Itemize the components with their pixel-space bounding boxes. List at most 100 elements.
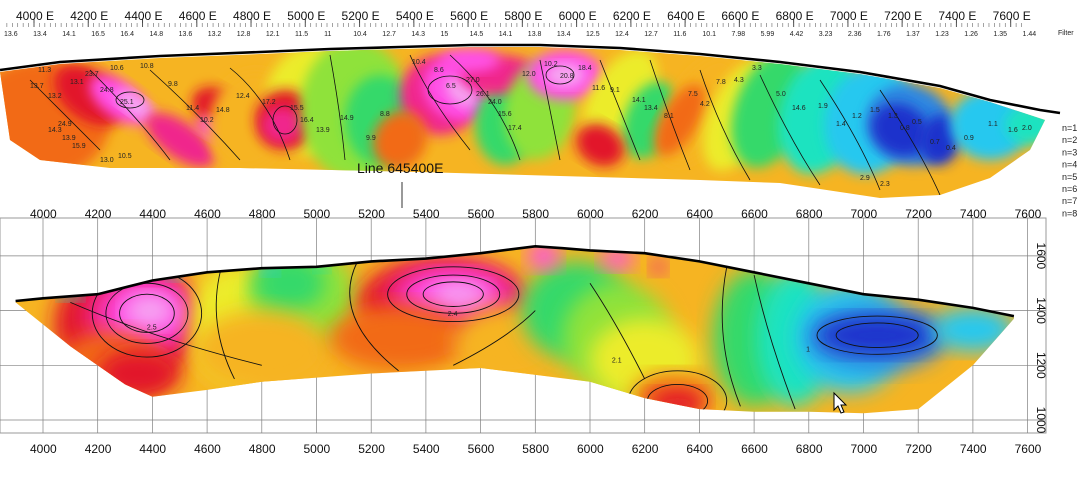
- pseudosection-cell-values: 11.3 13.7 13.2 13.1 10.6 23.7 24.8 25.1 24.914.3…: [30, 59, 1032, 188]
- inversion-x-tick-label-bottom: 6400: [686, 442, 713, 456]
- pseudosection-x-tick-label: 4600 E: [179, 9, 217, 23]
- pseudosection-cell-value: 8.8: [380, 111, 390, 118]
- pseudosection-cell-value: 2.0: [1022, 125, 1032, 132]
- pseudosection-cell-value: 13.2: [48, 93, 62, 100]
- filter-values: 13.6 13.4 14.1 16.5 16.4 14.8 13.6 13.2 12.8 12.1…: [4, 31, 1036, 38]
- pseudosection-zone: [545, 63, 585, 87]
- pseudosection-cell-value: 1.5: [870, 107, 880, 114]
- filter-value: 1.37: [906, 31, 920, 38]
- inversion-zone: [650, 258, 667, 276]
- inversion-zone: [253, 255, 325, 311]
- pseudosection-zone: [440, 48, 500, 72]
- pseudosection-cell-value: 10.2: [200, 117, 214, 124]
- pseudosection-x-tick-label: 4400 E: [125, 9, 163, 23]
- depth-level-label: n=1: [1062, 123, 1077, 133]
- pseudosection-contour-line: [409, 54, 471, 151]
- pseudosection-cell-value: 0.9: [964, 135, 974, 142]
- pseudosection-x-tick-label: 4000 E: [16, 9, 54, 23]
- inversion-elevation-tick-label: 1400: [1034, 297, 1048, 324]
- pseudosection-cell-value: 1.3: [888, 113, 898, 120]
- inversion-x-tick-label-top: 7200: [905, 207, 932, 221]
- depth-level-label: n=5: [1062, 172, 1077, 182]
- inversion-contour-line: [753, 274, 796, 410]
- inversion-x-tick-label-top: 6400: [686, 207, 713, 221]
- inversion-x-tick-label-top: 5400: [413, 207, 440, 221]
- filter-value: 12.5: [586, 31, 600, 38]
- inversion-x-tick-label-bottom: 4800: [249, 442, 276, 456]
- pseudosection-cell-value: 15.9: [72, 143, 86, 150]
- pseudosection-cell-value: 9.9: [366, 135, 376, 142]
- pseudosection-contour-line: [329, 54, 346, 161]
- pseudosection-cell-value: 10.6: [110, 65, 124, 72]
- pseudosection-cell-value: 13.0: [100, 157, 114, 164]
- depth-level-label: n=2: [1062, 135, 1077, 145]
- pseudosection-cell-value: 8.6: [434, 67, 444, 74]
- filter-value: 15: [441, 31, 449, 38]
- pseudosection-cell-value: 1.2: [852, 113, 862, 120]
- inversion-contour-ring: [119, 293, 175, 333]
- pseudosection-contour-ring: [545, 65, 575, 85]
- filter-value: 16.4: [120, 31, 134, 38]
- pseudosection-cell-value: 12.0: [522, 71, 536, 78]
- pseudosection-contour-line: [89, 69, 171, 161]
- filter-value: 13.8: [528, 31, 542, 38]
- filter-value: 13.2: [208, 31, 222, 38]
- pseudosection-cell-value: 1.6: [1008, 127, 1018, 134]
- inversion-contour-labels: 2.5 2.4 2.1 1: [147, 311, 810, 364]
- inversion-zone: [431, 281, 487, 307]
- inversion-elevation-tick-label: 1600: [1034, 243, 1048, 270]
- pseudosection-zone: [576, 123, 624, 167]
- pseudosection-cell-value: 17.4: [508, 125, 522, 132]
- filter-value: 14.1: [62, 31, 76, 38]
- pseudosection-cell-value: 13.9: [62, 135, 76, 142]
- pseudosection-cell-value: 11.3: [38, 67, 51, 74]
- pseudosection-cell-value: 24.9: [58, 121, 72, 128]
- inversion-x-tick-label-bottom: 7600: [1015, 442, 1042, 456]
- pseudosection-zone: [654, 84, 706, 156]
- inversion-contour-line: [453, 310, 536, 366]
- inversion-contour-value: 2.4: [448, 311, 458, 318]
- pseudosection-cell-value: 13.4: [644, 105, 658, 112]
- pseudosection-cell-value: 11.4: [186, 105, 199, 112]
- filter-value: 10.4: [353, 31, 367, 38]
- pseudosection-cell-value: 9.1: [610, 87, 620, 94]
- pseudosection-cell-value: 1.4: [836, 121, 846, 128]
- pseudosection-cell-value: 7.5: [688, 91, 698, 98]
- inversion-x-tick-label-bottom: 4200: [85, 442, 112, 456]
- inversion-x-tick-label-top: 7000: [851, 207, 878, 221]
- filter-value: 3.23: [819, 31, 833, 38]
- filter-value: 11: [324, 31, 331, 38]
- pseudosection-x-tick-label: 4800 E: [233, 9, 271, 23]
- pseudosection-cell-value: 4.3: [734, 77, 744, 84]
- pseudosection-cell-value: 24.8: [100, 87, 114, 94]
- inversion-contour-line: [349, 261, 399, 372]
- pseudosection-contour-line: [649, 59, 691, 171]
- inversion-x-tick-label-top: 4200: [85, 207, 112, 221]
- inversion-elevation-tick-label: 1200: [1034, 352, 1048, 379]
- inversion-elevation-axis: 1600 1400 1200 1000: [1034, 243, 1048, 434]
- filter-value: 13.6: [4, 31, 18, 38]
- depth-level-label: n=6: [1062, 184, 1077, 194]
- depth-level-label: n=3: [1062, 147, 1077, 157]
- pseudosection-x-tick-label: 5200 E: [342, 9, 380, 23]
- inversion-x-tick-label-bottom: 4600: [194, 442, 221, 456]
- inversion-zone: [931, 307, 1014, 352]
- pseudosection-cell-value: 14.9: [340, 115, 354, 122]
- pseudosection-cell-value: 11.6: [592, 85, 605, 92]
- depth-level-label: n=7: [1062, 196, 1077, 206]
- pseudosection-x-tick-label: 6000 E: [559, 9, 597, 23]
- pseudosection-cell-value: 18.4: [578, 65, 592, 72]
- pseudosection-contour-line: [699, 69, 751, 181]
- pseudosection-contour-line: [879, 89, 941, 196]
- inversion-contours: [70, 261, 938, 414]
- pseudosection-x-tick-label: 4200 E: [70, 9, 108, 23]
- pseudosection-cell-value: 7.8: [716, 79, 726, 86]
- inversion-x-tick-label-bottom: 5200: [358, 442, 385, 456]
- inversion-x-tick-label-bottom: 5000: [304, 442, 331, 456]
- pseudosection-x-tick-label: 7600 E: [993, 9, 1031, 23]
- inversion-x-tick-label-top: 6000: [577, 207, 604, 221]
- pseudosection-cell-value: 10.8: [140, 63, 154, 70]
- inversion-contour-value: 2.1: [612, 358, 622, 365]
- inversion-x-tick-label-top: 5000: [304, 207, 331, 221]
- inversion-contour-ring: [422, 281, 484, 307]
